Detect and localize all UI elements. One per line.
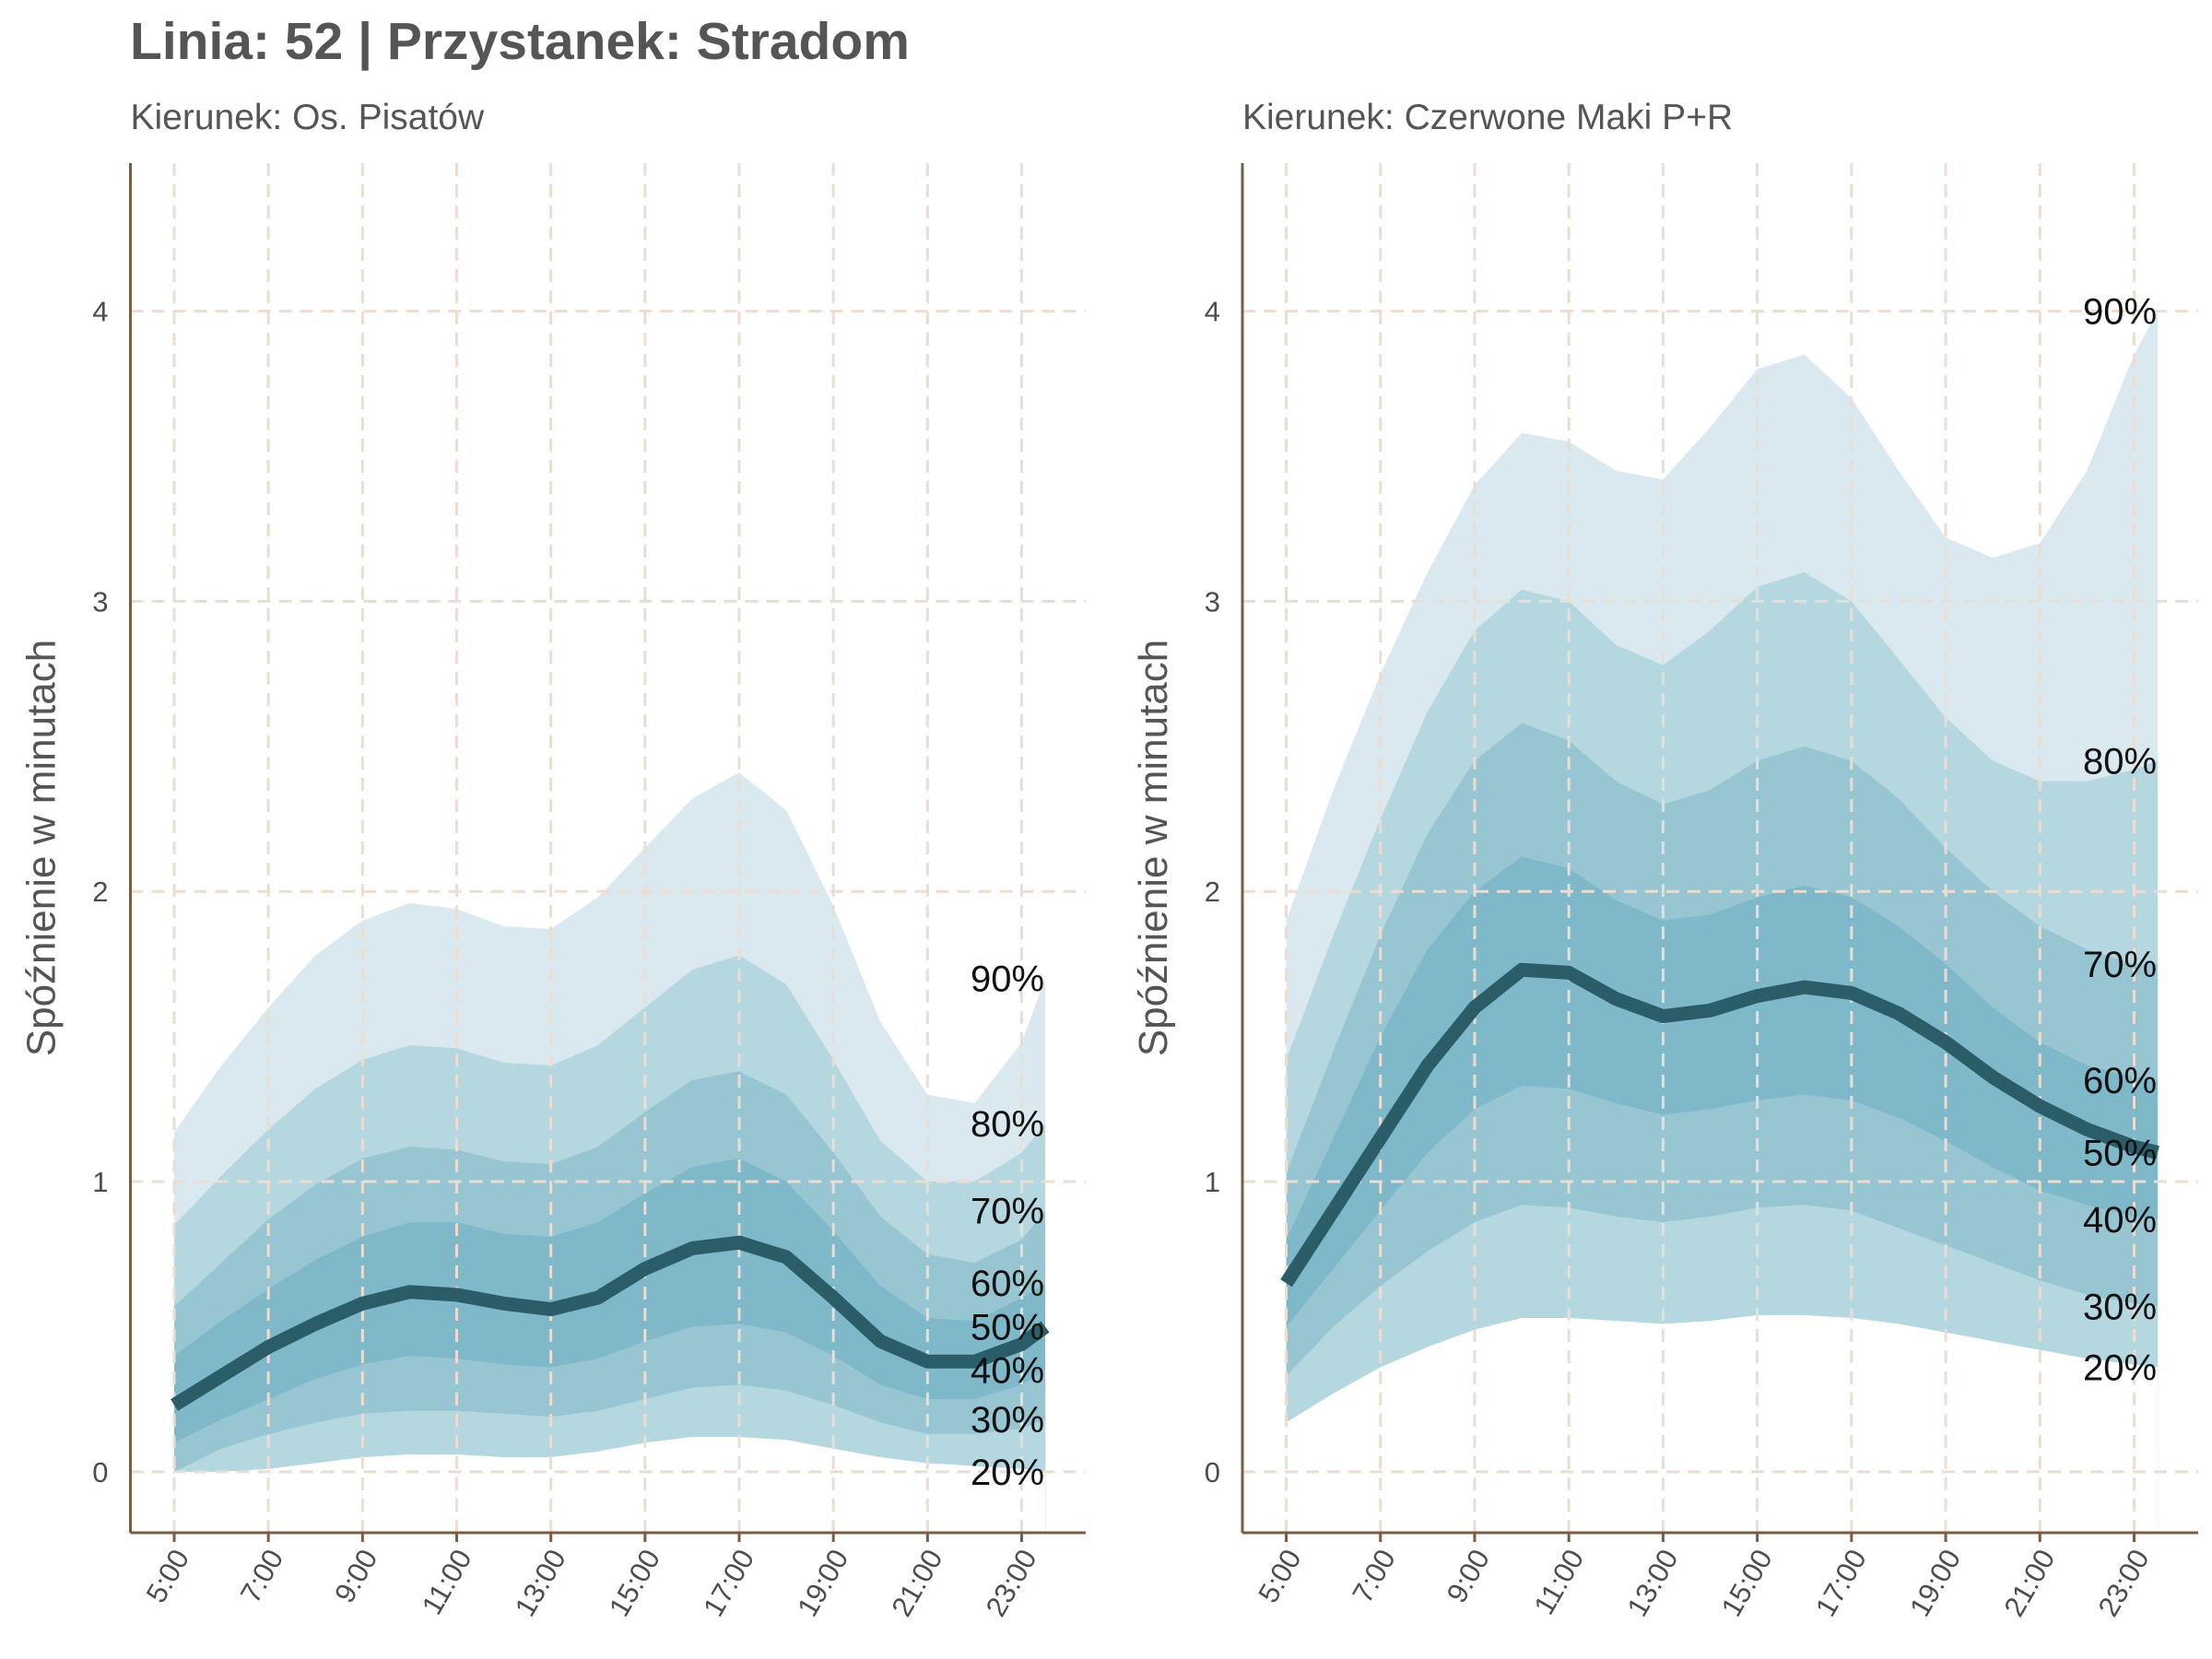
- y-tick-label: 3: [92, 585, 108, 618]
- y-tick-label: 2: [1205, 876, 1220, 908]
- y-axis-label: Spóźnienie w minutach: [19, 640, 65, 1056]
- panel: Kierunek: Czerwone Maki P+R Spóźnienie w …: [1131, 98, 2198, 1622]
- median-line: [171, 1235, 1050, 1411]
- x-tick-label: 23:00: [980, 1544, 1043, 1622]
- quantile-label: 90%: [971, 959, 1044, 1000]
- x-tick-label: 7:00: [234, 1544, 289, 1608]
- quantile-label: 80%: [971, 1104, 1044, 1145]
- y-tick-label: 4: [1205, 296, 1220, 328]
- x-tick-label: 9:00: [1441, 1544, 1496, 1608]
- x-tick-label: 17:00: [697, 1544, 760, 1622]
- x-tick-label: 11:00: [416, 1544, 478, 1620]
- y-tick-label: 0: [92, 1456, 108, 1488]
- x-tick-label: 7:00: [1346, 1544, 1401, 1608]
- quantile-label: 40%: [2083, 1200, 2157, 1241]
- y-axis-label: Spóźnienie w minutach: [1131, 640, 1176, 1056]
- x-tick-label: 19:00: [1903, 1544, 1967, 1622]
- panel: Kierunek: Os. Pisatów Spóźnienie w minuta…: [19, 98, 1086, 1622]
- x-tick-label: 13:00: [1620, 1544, 1684, 1622]
- x-tick-label: 9:00: [328, 1544, 383, 1608]
- x-tick-label: 19:00: [791, 1544, 854, 1622]
- quantile-label: 60%: [2083, 1061, 2157, 1101]
- subtitle: Kierunek: Czerwone Maki P+R: [1242, 98, 1733, 137]
- x-tick-label: 11:00: [1527, 1544, 1590, 1620]
- quantile-label: 50%: [2083, 1134, 2157, 1174]
- quantile-label: 60%: [971, 1264, 1044, 1304]
- median-line: [1280, 962, 2159, 1288]
- quantile-area: [174, 1437, 1046, 1533]
- quantile-label: 30%: [2083, 1287, 2157, 1327]
- quantile-label: 20%: [2083, 1348, 2157, 1389]
- y-tick-label: 0: [1205, 1456, 1220, 1488]
- x-tick-label: 21:00: [885, 1544, 948, 1622]
- x-tick-label: 15:00: [603, 1544, 666, 1622]
- quantile-label: 80%: [2083, 742, 2157, 782]
- x-tick-label: 15:00: [1715, 1544, 1779, 1622]
- y-tick-label: 4: [92, 296, 108, 328]
- quantile-label: 50%: [971, 1307, 1044, 1347]
- quantile-label: 70%: [971, 1192, 1044, 1232]
- x-tick-label: 21:00: [1997, 1544, 2061, 1622]
- y-tick-label: 2: [92, 876, 108, 908]
- quantile-label: 20%: [971, 1453, 1044, 1493]
- y-tick-label: 1: [92, 1166, 108, 1198]
- quantile-label: 70%: [2083, 945, 2157, 985]
- y-tick-label: 1: [1205, 1166, 1220, 1198]
- x-tick-label: 5:00: [140, 1544, 195, 1608]
- x-tick-label: 13:00: [509, 1544, 572, 1622]
- quantile-area: [1286, 1314, 2159, 1533]
- x-tick-label: 5:00: [1252, 1544, 1307, 1608]
- quantile-label: 40%: [971, 1351, 1044, 1392]
- y-tick-label: 3: [1205, 585, 1220, 618]
- x-tick-label: 17:00: [1809, 1544, 1873, 1622]
- subtitle: Kierunek: Os. Pisatów: [131, 98, 485, 137]
- chart-title: Linia: 52 | Przystanek: Stradom: [130, 12, 910, 71]
- quantile-label: 90%: [2083, 292, 2157, 333]
- quantile-label: 30%: [971, 1400, 1044, 1441]
- x-tick-label: 23:00: [2092, 1544, 2156, 1622]
